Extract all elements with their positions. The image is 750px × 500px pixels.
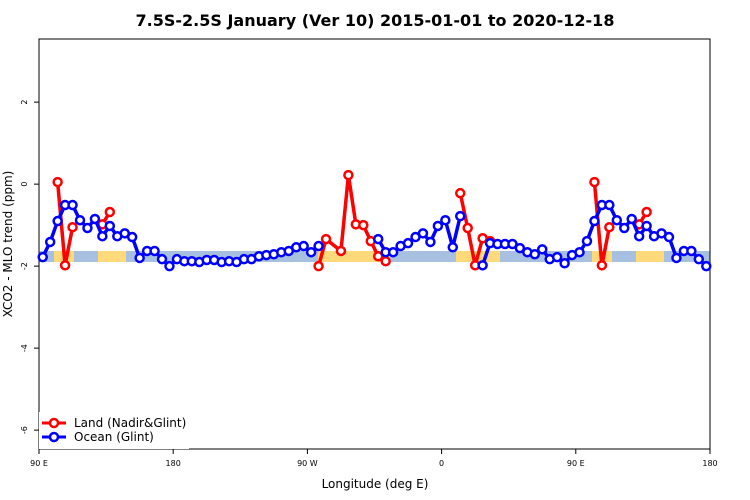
data-point xyxy=(686,245,697,257)
data-point xyxy=(134,252,145,264)
land-band xyxy=(636,251,664,262)
data-point xyxy=(604,221,615,233)
data-point xyxy=(477,260,488,271)
chart-title: 7.5S-2.5S January (Ver 10) 2015-01-01 to… xyxy=(136,11,615,30)
data-point xyxy=(104,206,116,218)
legend-label: Land (Nadir&Glint) xyxy=(74,416,186,430)
data-point xyxy=(589,215,600,227)
data-point xyxy=(551,251,563,263)
data-point xyxy=(581,235,593,247)
x-tick-label: 90 E xyxy=(567,459,585,468)
data-point xyxy=(358,219,369,231)
data-point xyxy=(701,260,712,272)
data-point xyxy=(82,222,93,234)
data-point xyxy=(447,242,459,253)
data-point xyxy=(574,246,585,258)
data-point xyxy=(604,199,615,211)
data-point xyxy=(313,260,324,272)
data-point xyxy=(372,251,384,262)
data-point xyxy=(633,230,645,242)
y-tick-label: -2 xyxy=(20,262,29,270)
data-point xyxy=(454,210,466,222)
data-point xyxy=(97,230,108,242)
x-tick-label: 180 xyxy=(702,459,717,468)
data-point xyxy=(37,251,48,263)
data-point xyxy=(454,187,466,199)
data-point xyxy=(514,242,526,254)
x-tick-label: 180 xyxy=(166,459,181,468)
land-band xyxy=(98,251,126,262)
data-point xyxy=(335,245,347,257)
legend-marker xyxy=(48,431,60,443)
data-point xyxy=(432,220,444,232)
data-point xyxy=(693,253,705,265)
y-tick-label: -4 xyxy=(20,344,29,352)
data-point xyxy=(156,253,168,265)
data-point xyxy=(529,249,541,260)
data-point xyxy=(425,236,436,248)
data-point xyxy=(320,233,332,245)
data-point xyxy=(44,236,56,248)
x-tick-label: 0 xyxy=(439,459,444,468)
data-point xyxy=(559,258,570,269)
data-point xyxy=(74,214,86,226)
legend-label: Ocean (Glint) xyxy=(74,430,154,444)
x-tick-label: 90 W xyxy=(297,459,318,468)
data-point xyxy=(387,246,399,258)
data-point xyxy=(52,215,63,227)
data-point xyxy=(611,214,623,226)
data-point xyxy=(641,206,652,218)
y-tick-label: -6 xyxy=(20,426,29,434)
data-point xyxy=(537,244,548,255)
data-point xyxy=(52,176,63,188)
data-point xyxy=(89,213,101,225)
data-point xyxy=(380,255,391,267)
y-axis-label: XCO2 - MLO trend (ppm) xyxy=(1,171,15,318)
data-point xyxy=(313,240,324,252)
data-point xyxy=(507,238,518,250)
y-tick-label: 2 xyxy=(20,100,29,105)
x-tick-label: 90 E xyxy=(30,459,48,468)
x-axis-label: Longitude (deg E) xyxy=(322,477,429,491)
legend-marker xyxy=(48,417,60,429)
data-point xyxy=(641,220,652,232)
data-point xyxy=(104,220,116,232)
land-band xyxy=(318,251,390,262)
data-point xyxy=(372,233,384,245)
data-point xyxy=(671,252,682,264)
data-point xyxy=(343,169,354,181)
data-point xyxy=(619,222,630,234)
data-point xyxy=(67,221,78,233)
data-point xyxy=(164,260,175,272)
y-tick-label: 0 xyxy=(20,182,29,187)
legend-box xyxy=(39,412,189,449)
data-point xyxy=(67,199,78,211)
data-point xyxy=(626,213,637,225)
plot-frame xyxy=(38,38,711,450)
data-point xyxy=(298,240,309,252)
data-point xyxy=(663,231,675,243)
data-point xyxy=(417,228,429,239)
data-point xyxy=(126,231,138,243)
data-point xyxy=(59,260,71,271)
data-point xyxy=(305,246,317,258)
data-point xyxy=(402,237,414,249)
data-point xyxy=(149,245,160,257)
data-point xyxy=(589,176,600,188)
data-point xyxy=(462,222,473,234)
data-point xyxy=(596,260,608,271)
data-point xyxy=(440,214,451,226)
